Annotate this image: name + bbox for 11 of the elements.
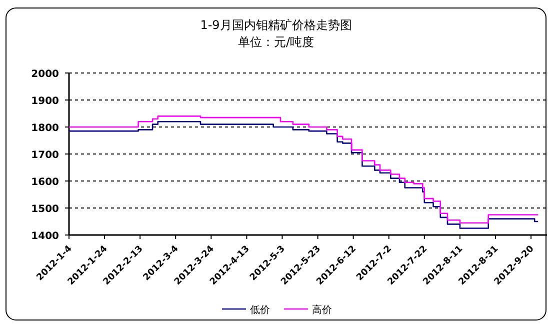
y-tick-label: 1500	[31, 204, 60, 215]
chart-subtitle: 单位：元/吨度	[238, 35, 314, 49]
y-tick-label: 1400	[31, 231, 60, 242]
y-tick-label: 1700	[31, 150, 60, 161]
legend-label: 高价	[312, 304, 332, 316]
y-tick-label: 1600	[31, 177, 60, 188]
y-tick-label: 1800	[31, 123, 60, 134]
chart-title: 1-9月国内钼精矿价格走势图	[200, 18, 352, 32]
legend-label: 低价	[250, 304, 270, 316]
y-tick-label: 2000	[31, 69, 60, 80]
y-tick-label: 1900	[31, 96, 60, 107]
